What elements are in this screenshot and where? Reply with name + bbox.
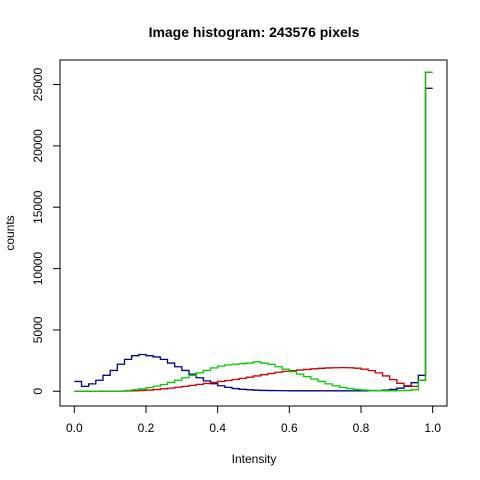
x-tick-label: 1.0: [424, 421, 441, 435]
series-line-2: [74, 71, 433, 392]
y-tick-label: 10000: [31, 252, 45, 286]
y-axis-label: counts: [3, 215, 17, 250]
chart-title: Image histogram: 243576 pixels: [149, 24, 360, 40]
x-axis-label: Intensity: [232, 452, 277, 466]
series-line-1: [74, 87, 433, 392]
x-tick-label: 0.4: [209, 421, 226, 435]
y-tick-label: 5000: [31, 316, 45, 343]
y-tick-label: 20000: [31, 129, 45, 163]
y-tick-label: 15000: [31, 190, 45, 224]
series-line-3: [74, 71, 433, 392]
x-tick-label: 0.0: [66, 421, 83, 435]
plot-frame: [59, 59, 448, 407]
x-tick-label: 0.6: [281, 421, 298, 435]
y-axis: 0 5000 10000 15000 20000 25000: [31, 68, 61, 395]
y-tick-label: 0: [31, 388, 45, 395]
x-tick-label: 0.2: [138, 421, 155, 435]
x-axis: 0.0 0.2 0.4 0.6 0.8 1.0: [66, 405, 441, 435]
y-tick-label: 25000: [31, 68, 45, 102]
series-layer: [74, 71, 433, 392]
x-tick-label: 0.8: [353, 421, 370, 435]
